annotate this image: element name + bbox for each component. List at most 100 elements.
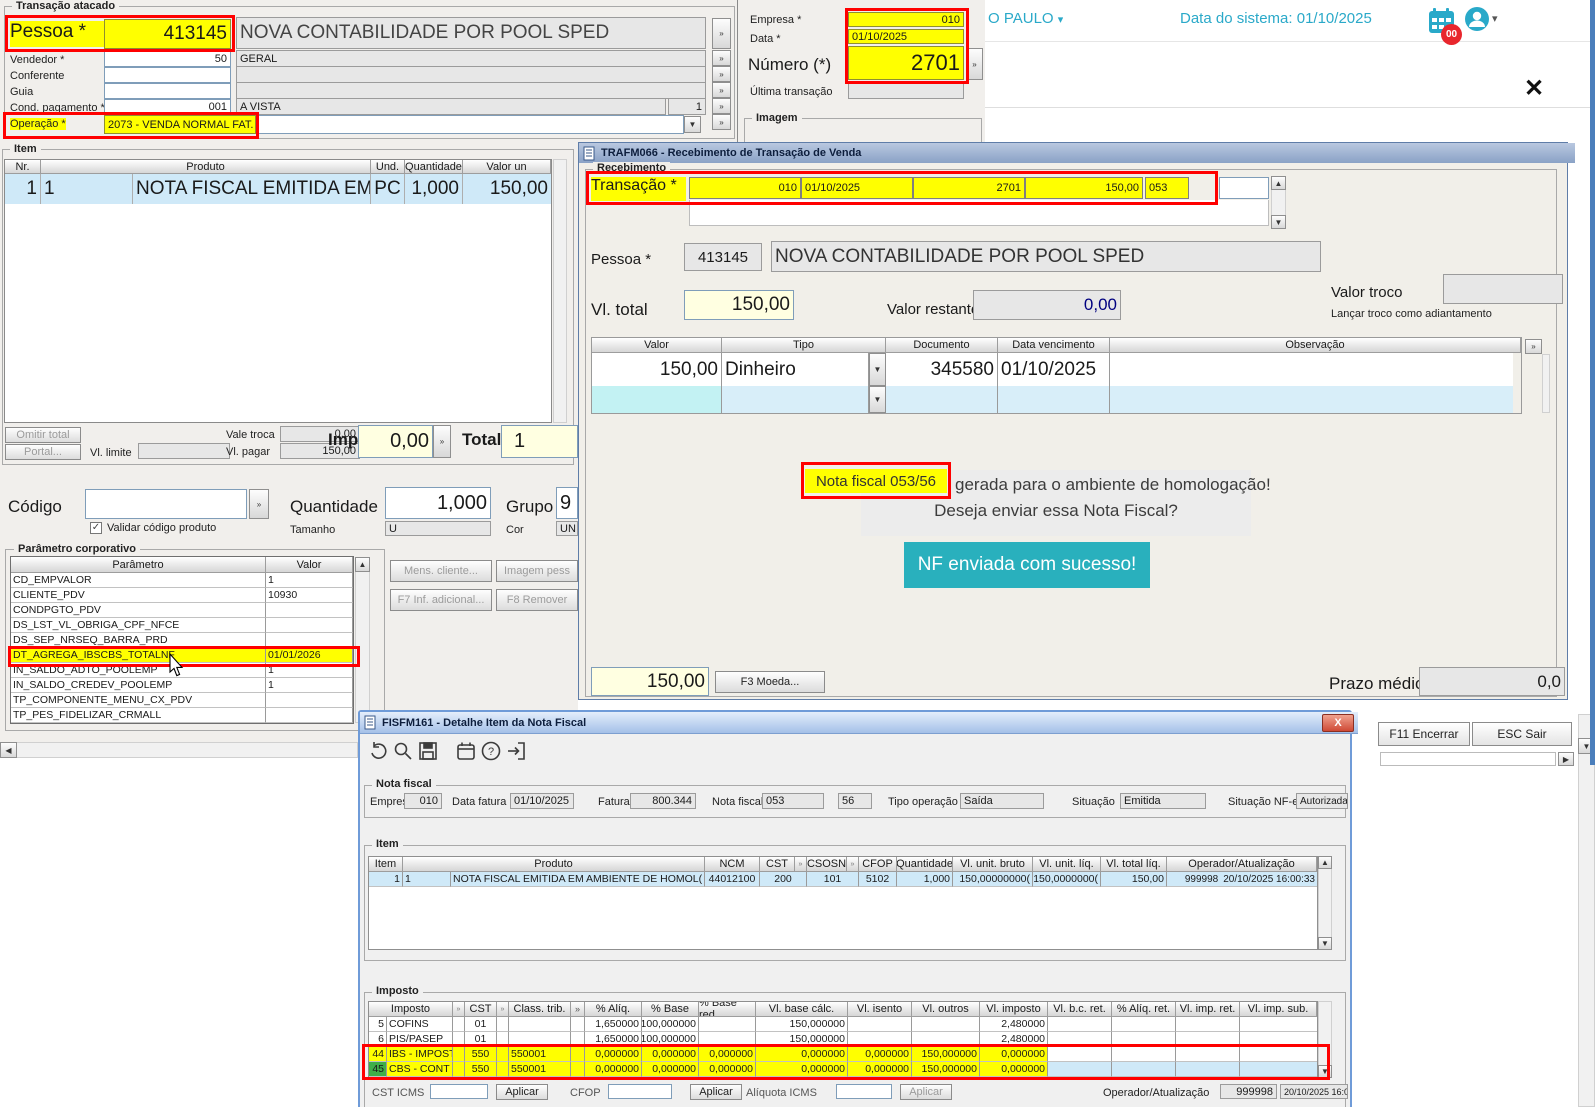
vendedor-field[interactable]: 50 (104, 51, 231, 67)
f8-remover-button[interactable]: F8 Remover (496, 589, 578, 611)
param-row[interactable]: TP_PES_FIDELIZAR_CRMALL (11, 708, 353, 723)
cond-lookup-icon[interactable]: » (712, 98, 731, 114)
transacao-data-field[interactable]: 01/10/2025 (801, 177, 913, 199)
item-row[interactable]: 1 1 NOTA FISCAL EMITIDA EM A PC 1,000 15… (5, 174, 551, 204)
operacao-lookup-icon[interactable]: » (712, 114, 731, 130)
imp-lookup-icon[interactable]: » (433, 425, 451, 458)
param-row[interactable]: TP_COMPONENTE_MENU_CX_PDV (11, 693, 353, 708)
validar-checkbox[interactable]: ✓ (90, 522, 102, 534)
vl-total-field[interactable]: 150,00 (684, 290, 794, 320)
conferente-field[interactable] (104, 67, 231, 83)
lookup-icon[interactable]: » (798, 860, 803, 868)
f11-encerrar-button[interactable]: F11 Encerrar (1378, 722, 1470, 746)
imposto-row-cbs[interactable]: 45 CBS - CONT 550 550001 0,000000 0,0000… (369, 1062, 1317, 1077)
numero-lookup-icon[interactable]: » (966, 48, 983, 80)
fis-item-scroll-up-icon[interactable]: ▲ (1318, 856, 1332, 869)
imposto-row[interactable]: 5 COFINS 01 1,650000 100,000000 150,0000… (369, 1017, 1317, 1032)
numero-field[interactable]: 2701 (848, 46, 964, 80)
transacao-empresa-field[interactable]: 010 (689, 177, 801, 199)
transacao-scroll-up-icon[interactable]: ▲ (1271, 176, 1286, 190)
transacao-scroll-down-icon[interactable]: ▼ (1271, 215, 1286, 229)
trafm066-titlebar[interactable]: TRAFM066 - Recebimento de Transação de V… (579, 143, 1575, 163)
imp-field[interactable]: 0,00 (358, 425, 433, 458)
lookup-icon[interactable]: » (456, 1005, 461, 1013)
vscrollbar[interactable] (1578, 714, 1595, 1107)
param-row[interactable]: CONDPGTO_PDV (11, 603, 353, 618)
operacao-dropdown-icon[interactable]: ▼ (684, 116, 701, 133)
vendedor-lookup-icon[interactable]: » (712, 50, 731, 66)
pay-tipo-dropdown-icon[interactable]: ▼ (869, 353, 886, 386)
parametro-scrollbar[interactable] (355, 557, 370, 723)
grupo-field[interactable]: 9 (556, 487, 578, 519)
conferente-lookup-icon[interactable]: » (712, 66, 731, 82)
parametro-scroll-up-icon[interactable]: ▲ (355, 557, 370, 572)
help-icon[interactable]: ? (481, 741, 501, 766)
guia-lookup-icon[interactable]: » (712, 82, 731, 98)
calendar-icon[interactable] (456, 741, 476, 766)
pay-scroll-strip[interactable] (1542, 354, 1550, 413)
fisfm161-close-button[interactable]: X (1322, 713, 1354, 732)
mens-cliente-button[interactable]: Mens. cliente... (390, 560, 492, 582)
param-row[interactable]: DS_SEP_NRSEQ_BARRA_PRD (11, 633, 353, 648)
hscroll-left-icon[interactable]: ◀ (0, 742, 17, 758)
pay-tipo-dropdown-icon[interactable]: ▼ (869, 386, 886, 413)
save-icon[interactable] (418, 741, 438, 766)
cond-pagamento-field[interactable]: 001 (104, 99, 231, 115)
pessoa-field[interactable]: 413145 (104, 19, 231, 49)
undo-icon[interactable] (368, 741, 388, 766)
param-row[interactable]: IN_SALDO_ADTO_POOLEMP 1 (11, 663, 353, 678)
data-field[interactable]: 01/10/2025 (848, 29, 964, 44)
operacao-field[interactable]: 2073 - VENDA NORMAL FAT. (104, 115, 256, 134)
pay-row-empty[interactable]: ▼ (592, 386, 1513, 413)
fis-item-scroll-down-icon[interactable]: ▼ (1318, 937, 1332, 950)
cfop-field[interactable] (608, 1084, 672, 1099)
esc-sair-button[interactable]: ESC Sair (1472, 722, 1572, 746)
exit-icon[interactable] (506, 741, 526, 766)
hscrollbar[interactable] (0, 742, 358, 758)
codigo-input[interactable] (85, 489, 247, 519)
omitir-total-button[interactable]: Omitir total (5, 427, 81, 443)
transacao-extra-field[interactable] (1219, 177, 1269, 199)
portal-button[interactable]: Portal... (5, 444, 81, 460)
aplicar-aliquota-button[interactable]: Aplicar (900, 1084, 952, 1100)
guia-field[interactable] (104, 83, 231, 99)
cst-icms-field[interactable] (430, 1084, 488, 1099)
aplicar-cfop-button[interactable]: Aplicar (690, 1084, 742, 1100)
pay-lookup-icon[interactable]: » (1525, 339, 1542, 354)
fis-item-row[interactable]: 1 1 NOTA FISCAL EMITIDA EM AMBIENTE DE H… (369, 872, 1317, 887)
pessoa-lookup-icon[interactable]: » (712, 18, 731, 49)
lookup-icon[interactable]: » (500, 1005, 505, 1013)
aliquota-icms-field[interactable] (836, 1084, 892, 1099)
lookup-icon[interactable]: » (574, 1004, 580, 1014)
lookup-icon[interactable]: » (850, 860, 855, 868)
imposto-row-ibs[interactable]: 44 IBS - IMPOST 550 550001 0,000000 0,00… (369, 1047, 1317, 1062)
f7-inf-adicional-button[interactable]: F7 Inf. adicional... (390, 589, 492, 611)
hscroll-right-icon[interactable]: ▶ (1558, 752, 1574, 766)
imposto-row[interactable]: 6 PIS/PASEP 01 1,650000 100,000000 150,0… (369, 1032, 1317, 1047)
codigo-lookup-icon[interactable]: » (249, 489, 269, 519)
transacao-numero-field[interactable]: 2701 (913, 177, 1025, 199)
transacao-valor-field[interactable]: 150,00 (1025, 177, 1143, 199)
aplicar-cst-button[interactable]: Aplicar (496, 1084, 548, 1100)
transacao-nota-field[interactable]: 053 (1145, 177, 1189, 199)
param-row[interactable]: IN_SALDO_CREDEV_POOLEMP 1 (11, 678, 353, 693)
nf-success-button[interactable]: NF enviada com sucesso! (904, 542, 1150, 588)
search-icon[interactable] (393, 741, 413, 766)
param-row[interactable]: DS_LST_VL_OBRIGA_CPF_NFCE (11, 618, 353, 633)
pay-row[interactable]: 150,00 Dinheiro ▼ 345580 01/10/2025 (592, 353, 1513, 386)
fisfm161-titlebar[interactable]: FISFM161 - Detalhe Item da Nota Fiscal X (360, 712, 1358, 734)
param-row[interactable]: CLIENTE_PDV 10930 (11, 588, 353, 603)
item-list-scrollbar[interactable] (553, 159, 567, 423)
imposto-scroll-down-icon[interactable]: ▼ (1318, 1065, 1332, 1078)
avatar-caret-icon[interactable]: ▾ (1492, 13, 1498, 25)
quantidade-field[interactable]: 1,000 (385, 487, 491, 519)
close-icon[interactable]: ✕ (1524, 75, 1545, 102)
param-row[interactable]: CD_EMPVALOR 1 (11, 573, 353, 588)
lancar-troco-label[interactable]: Lançar troco como adiantamento (1331, 308, 1492, 320)
user-menu[interactable]: O PAULO ▾ (988, 10, 1063, 27)
imagem-pessoa-button[interactable]: Imagem pess (496, 560, 578, 582)
fis-item-scrollbar[interactable] (1318, 856, 1332, 950)
param-row-highlighted[interactable]: DT_AGREGA_IBSCBS_TOTALNF 01/01/2026 (11, 648, 353, 663)
empresa-field[interactable]: 010 (848, 12, 964, 27)
f3-moeda-button[interactable]: F3 Moeda... (715, 671, 825, 693)
